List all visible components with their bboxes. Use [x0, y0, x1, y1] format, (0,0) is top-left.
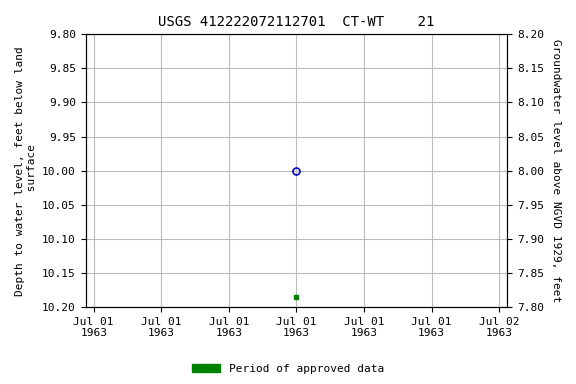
- Y-axis label: Depth to water level, feet below land
 surface: Depth to water level, feet below land su…: [15, 46, 37, 296]
- Legend: Period of approved data: Period of approved data: [188, 359, 388, 379]
- Title: USGS 412222072112701  CT-WT    21: USGS 412222072112701 CT-WT 21: [158, 15, 435, 29]
- Y-axis label: Groundwater level above NGVD 1929, feet: Groundwater level above NGVD 1929, feet: [551, 39, 561, 302]
